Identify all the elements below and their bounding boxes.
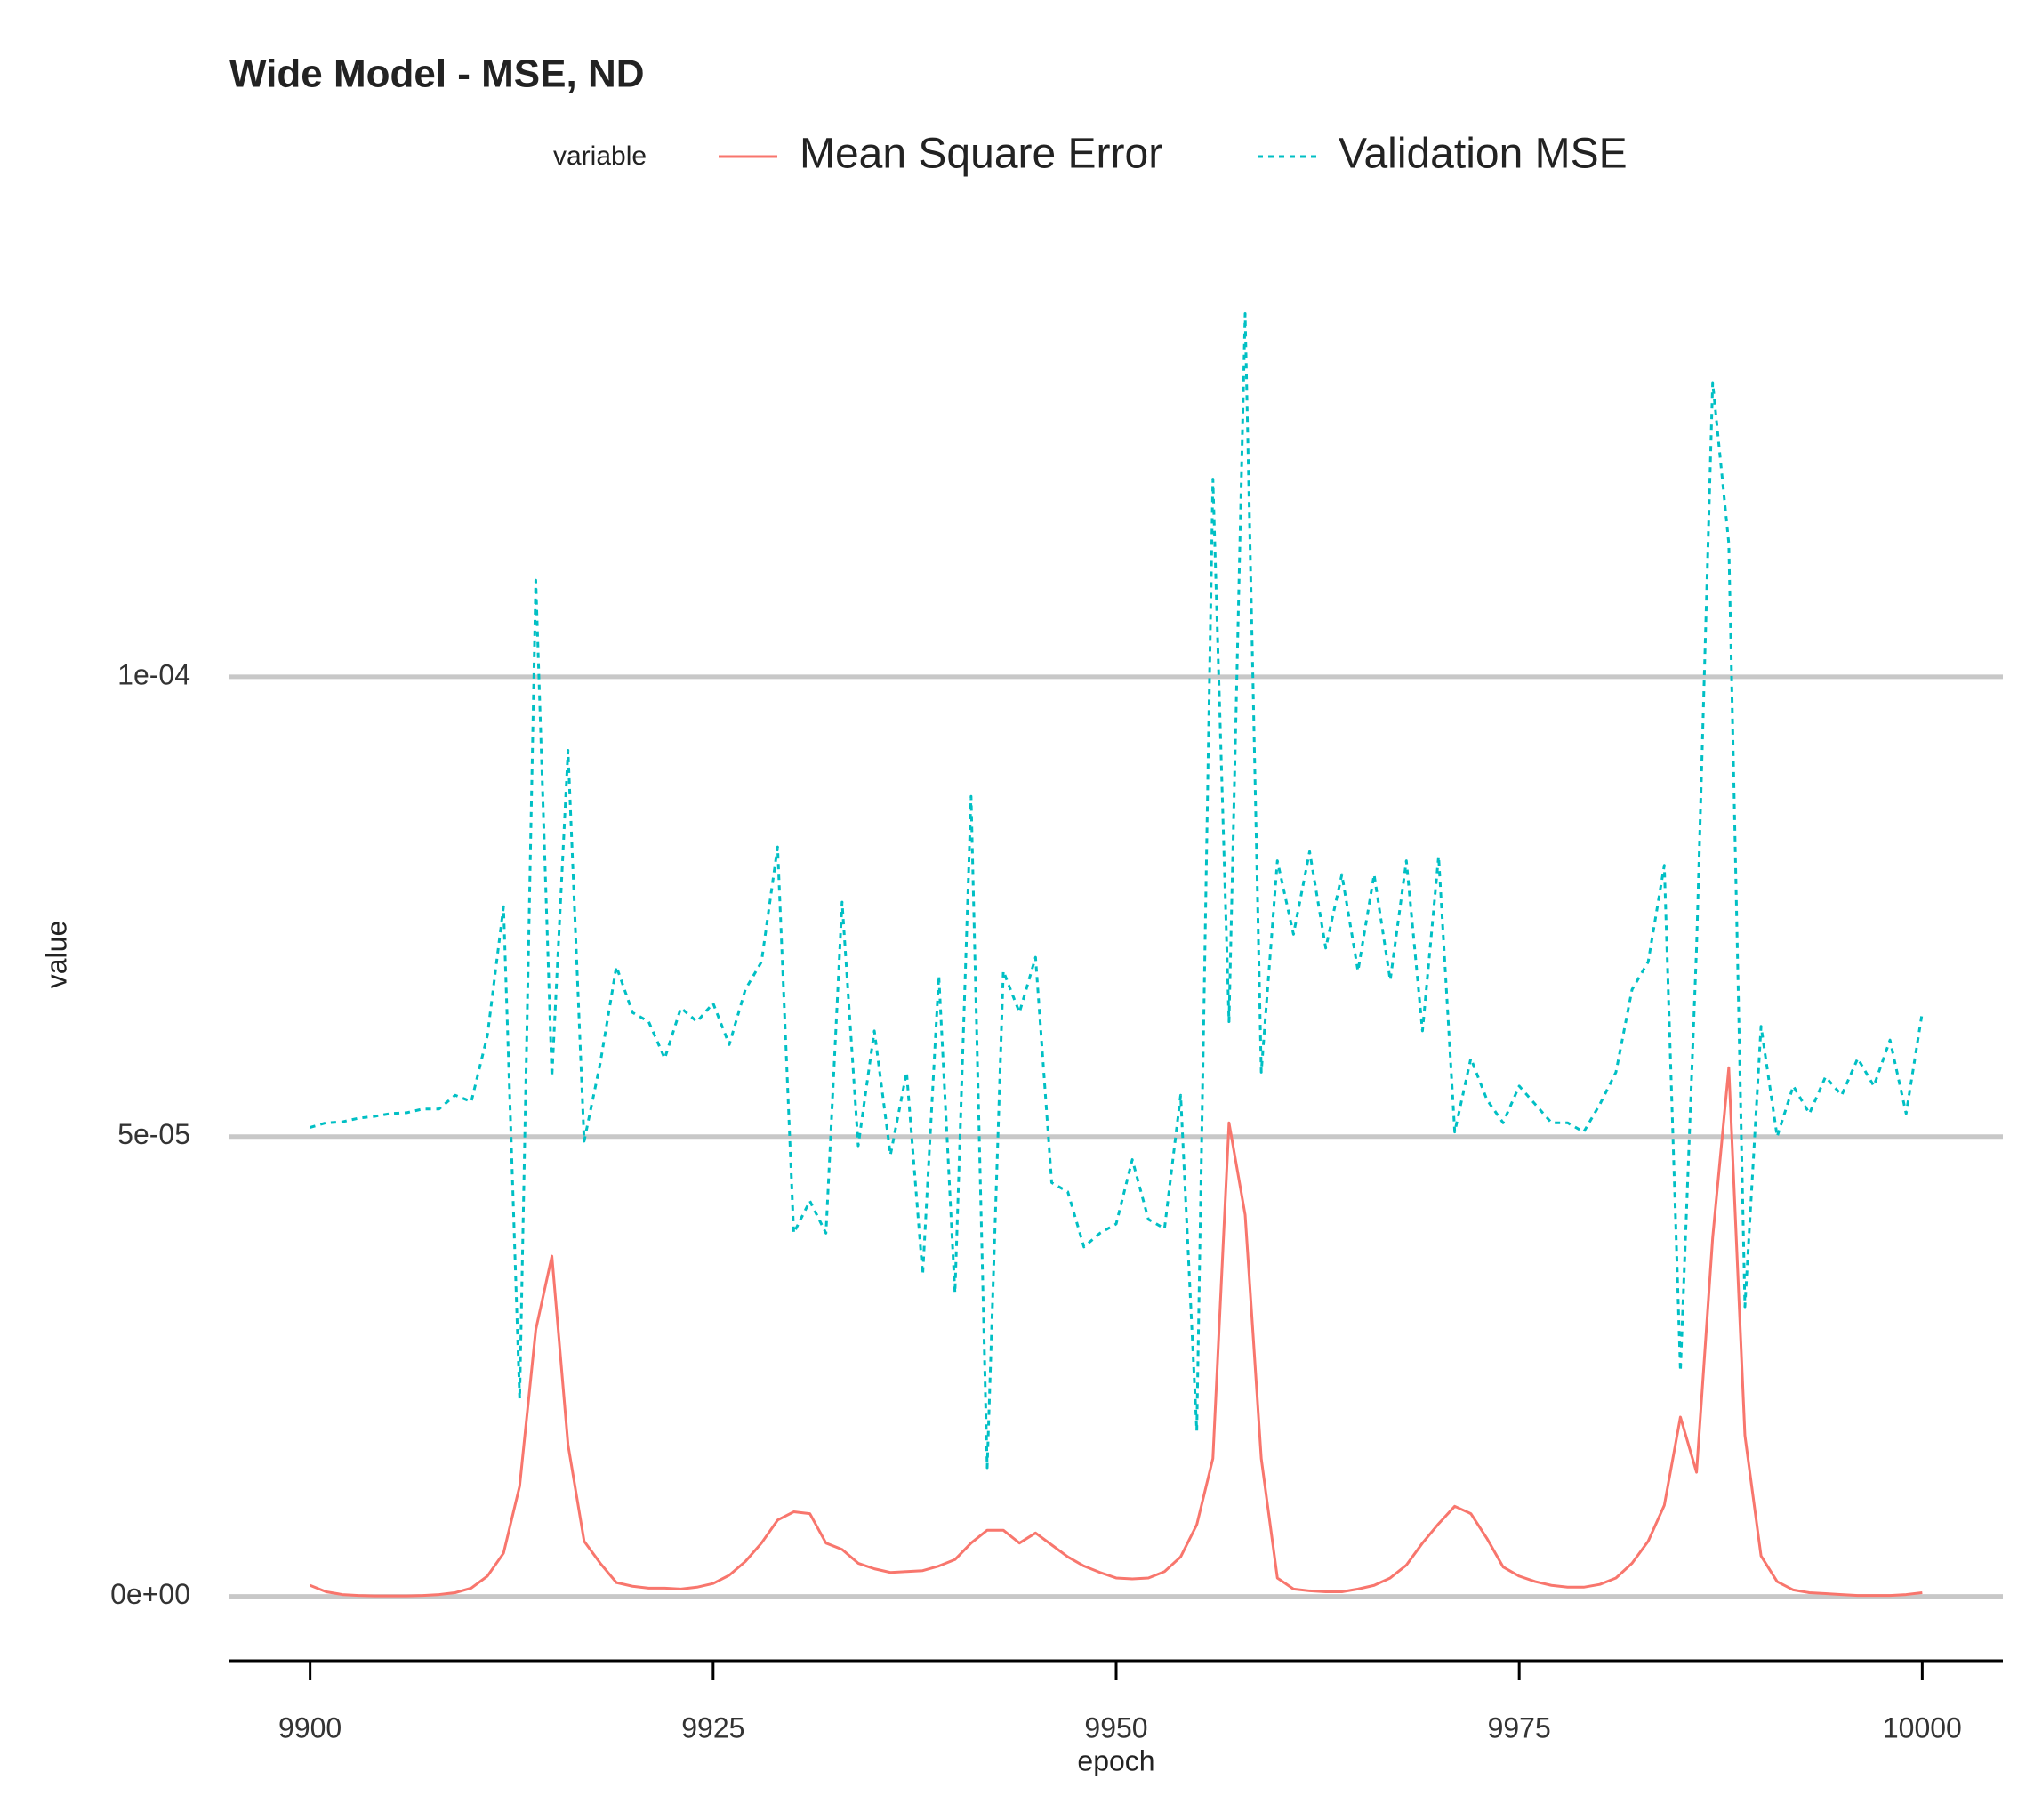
x-tick-label: 9925	[681, 1711, 744, 1743]
series-line	[310, 1066, 1923, 1598]
legend-title: variable	[553, 141, 647, 171]
legend-label: Validation MSE	[1339, 131, 1628, 178]
chart-title: Wide Model - MSE, ND	[229, 52, 645, 96]
y-tick-label: 1e-04	[117, 658, 190, 690]
y-axis-label: value	[40, 921, 72, 989]
x-axis-label: epoch	[1077, 1744, 1154, 1776]
x-tick-label: 10000	[1883, 1711, 1962, 1743]
series-line	[310, 312, 1924, 1470]
y-tick-label: 5e-05	[117, 1118, 190, 1150]
x-tick-label: 9975	[1488, 1711, 1551, 1743]
x-tick-label: 9950	[1084, 1711, 1147, 1743]
y-tick-label: 0e+00	[110, 1578, 190, 1610]
legend-label: Mean Square Error	[800, 131, 1162, 178]
x-tick-label: 9900	[278, 1711, 342, 1743]
